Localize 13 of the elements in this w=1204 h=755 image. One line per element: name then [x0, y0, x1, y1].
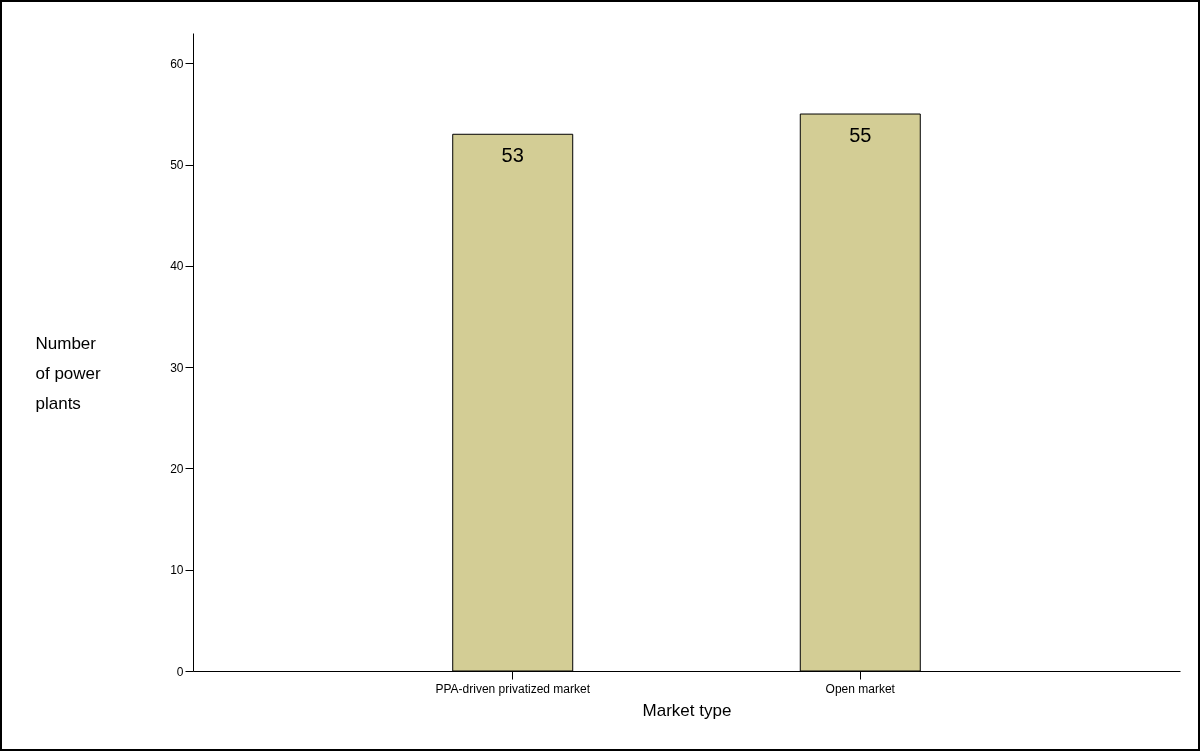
y-tick-label: 10 — [170, 563, 184, 578]
y-tick-label: 40 — [170, 259, 184, 274]
y-tick-label: 0 — [176, 664, 184, 679]
x-tick-label: PPA-driven privatized market — [435, 681, 591, 696]
data-label: 55 — [849, 124, 872, 147]
y-tick-label: 30 — [170, 360, 184, 375]
y-tick-label: 60 — [170, 56, 184, 71]
x-tick-label: Open market — [825, 681, 896, 696]
y-tick-label: 20 — [170, 461, 184, 476]
x-axis-title: Market type — [642, 700, 732, 720]
data-label: 53 — [501, 144, 524, 167]
y-tick-label: 50 — [170, 158, 184, 173]
y-axis-title: Number of power plants — [35, 333, 102, 413]
